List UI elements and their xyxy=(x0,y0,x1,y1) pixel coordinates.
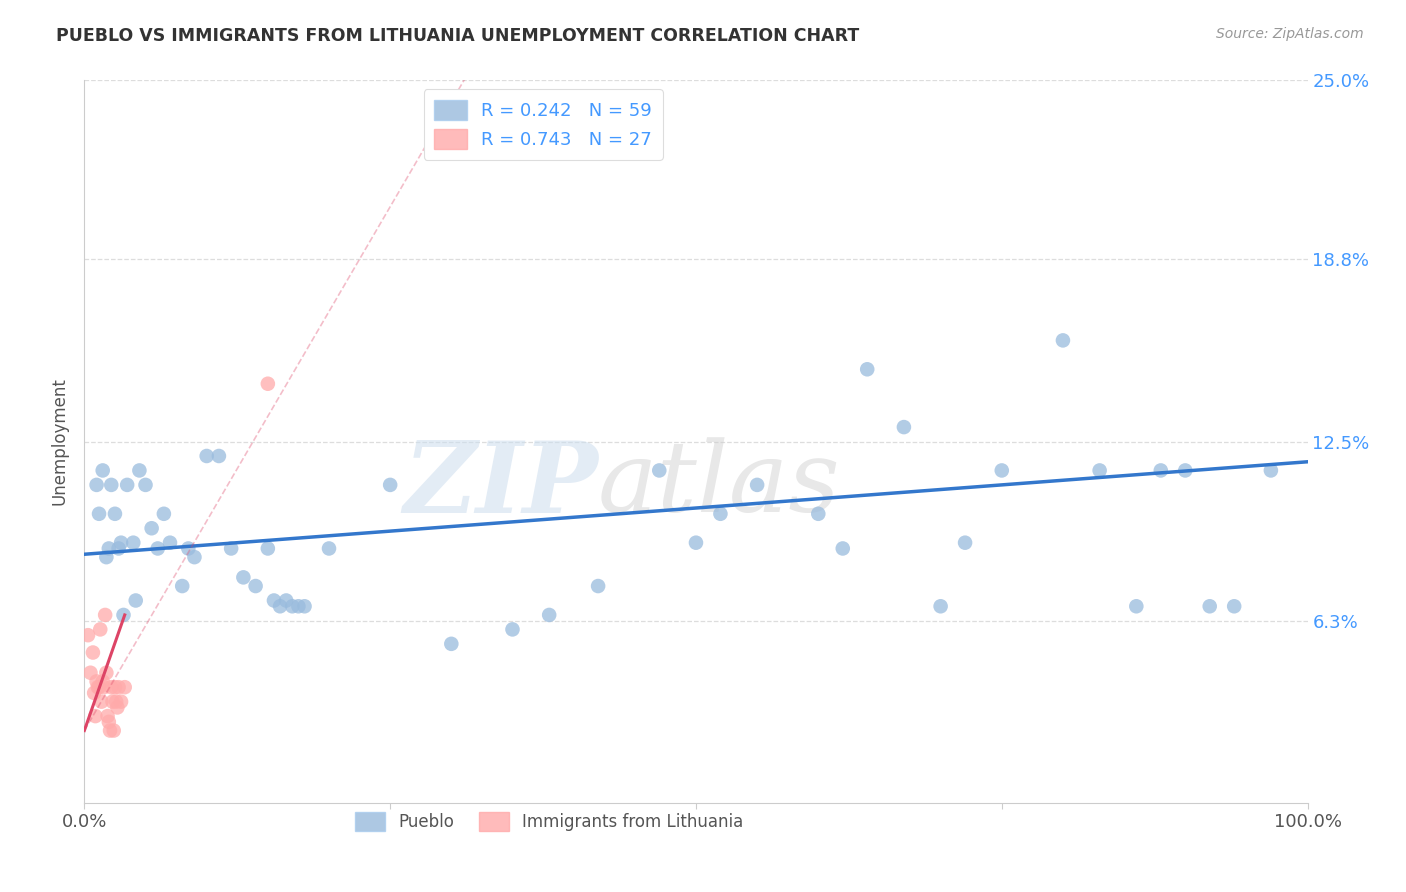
Point xyxy=(219,541,242,556)
Y-axis label: Unemployment: Unemployment xyxy=(51,377,69,506)
Point xyxy=(685,535,707,549)
Point xyxy=(856,362,879,376)
Point xyxy=(263,593,285,607)
Text: PUEBLO VS IMMIGRANTS FROM LITHUANIA UNEMPLOYMENT CORRELATION CHART: PUEBLO VS IMMIGRANTS FROM LITHUANIA UNEM… xyxy=(56,27,859,45)
Point xyxy=(94,607,117,622)
Point xyxy=(183,550,205,565)
Point xyxy=(135,478,157,492)
Point xyxy=(153,507,176,521)
Point xyxy=(232,570,254,584)
Point xyxy=(172,579,194,593)
Point xyxy=(1052,334,1074,348)
Point xyxy=(110,695,132,709)
Point xyxy=(380,478,402,492)
Point xyxy=(1150,463,1173,477)
Point xyxy=(97,541,120,556)
Point xyxy=(86,478,108,492)
Point xyxy=(100,478,122,492)
Point xyxy=(110,535,132,549)
Point xyxy=(146,541,169,556)
Point xyxy=(538,607,561,622)
Point xyxy=(87,507,110,521)
Point xyxy=(257,376,280,391)
Point xyxy=(87,680,110,694)
Point xyxy=(104,507,127,521)
Point xyxy=(1260,463,1282,477)
Point xyxy=(86,674,108,689)
Point xyxy=(101,695,124,709)
Point xyxy=(91,463,114,477)
Point xyxy=(586,579,609,593)
Point xyxy=(195,449,218,463)
Point xyxy=(105,695,128,709)
Point xyxy=(104,680,127,694)
Point xyxy=(318,541,340,556)
Point xyxy=(747,478,769,492)
Point xyxy=(1088,463,1111,477)
Point xyxy=(93,680,115,694)
Point xyxy=(103,723,125,738)
Point xyxy=(84,709,107,723)
Text: atlas: atlas xyxy=(598,437,841,533)
Point xyxy=(1223,599,1246,614)
Point xyxy=(208,449,231,463)
Point xyxy=(287,599,309,614)
Text: ZIP: ZIP xyxy=(404,437,598,533)
Point xyxy=(245,579,267,593)
Point xyxy=(91,674,114,689)
Point xyxy=(281,599,304,614)
Point xyxy=(269,599,291,614)
Point xyxy=(77,628,100,642)
Point xyxy=(831,541,853,556)
Point xyxy=(97,714,120,729)
Point xyxy=(112,607,135,622)
Point xyxy=(98,723,121,738)
Point xyxy=(929,599,952,614)
Point xyxy=(1174,463,1197,477)
Point xyxy=(105,700,128,714)
Point xyxy=(648,463,671,477)
Point xyxy=(177,541,200,556)
Point xyxy=(1125,599,1147,614)
Point xyxy=(953,535,976,549)
Point xyxy=(125,593,148,607)
Point xyxy=(96,665,118,680)
Point xyxy=(141,521,163,535)
Point xyxy=(96,550,118,565)
Point xyxy=(107,541,129,556)
Point xyxy=(87,680,110,694)
Point xyxy=(807,507,830,521)
Point xyxy=(100,680,122,694)
Point xyxy=(90,695,112,709)
Point xyxy=(79,665,101,680)
Point xyxy=(991,463,1014,477)
Point xyxy=(709,507,731,521)
Point xyxy=(82,646,104,660)
Point xyxy=(440,637,463,651)
Point xyxy=(83,686,105,700)
Point xyxy=(294,599,316,614)
Point xyxy=(97,709,120,723)
Point xyxy=(159,535,181,549)
Point xyxy=(128,463,150,477)
Point xyxy=(114,680,136,694)
Point xyxy=(502,623,524,637)
Point xyxy=(89,623,111,637)
Point xyxy=(115,478,138,492)
Point xyxy=(893,420,915,434)
Point xyxy=(276,593,298,607)
Point xyxy=(122,535,145,549)
Point xyxy=(257,541,280,556)
Point xyxy=(107,680,129,694)
Legend: Pueblo, Immigrants from Lithuania: Pueblo, Immigrants from Lithuania xyxy=(349,805,751,838)
Text: Source: ZipAtlas.com: Source: ZipAtlas.com xyxy=(1216,27,1364,41)
Point xyxy=(1198,599,1220,614)
